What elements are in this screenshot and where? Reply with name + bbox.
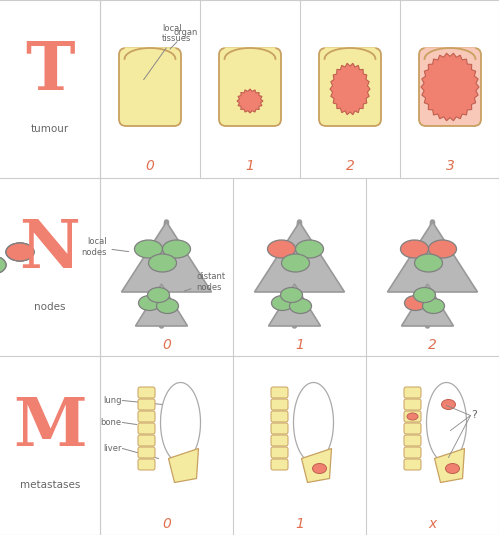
FancyBboxPatch shape [404, 435, 421, 446]
Text: nodes: nodes [34, 302, 66, 312]
Ellipse shape [157, 299, 179, 314]
Text: organ: organ [170, 28, 199, 49]
Polygon shape [237, 89, 263, 113]
FancyBboxPatch shape [138, 423, 155, 434]
Text: bone: bone [100, 418, 121, 427]
Polygon shape [268, 284, 320, 326]
FancyBboxPatch shape [404, 387, 421, 398]
Ellipse shape [0, 256, 6, 274]
Text: 2: 2 [428, 338, 437, 352]
Text: x: x [428, 517, 437, 531]
Ellipse shape [423, 299, 445, 314]
FancyBboxPatch shape [138, 447, 155, 458]
Ellipse shape [163, 240, 191, 258]
Text: local
tissues: local tissues [144, 24, 192, 80]
Polygon shape [293, 383, 333, 462]
FancyBboxPatch shape [138, 399, 155, 410]
Polygon shape [402, 284, 454, 326]
FancyBboxPatch shape [404, 459, 421, 470]
Ellipse shape [415, 254, 443, 272]
FancyBboxPatch shape [138, 459, 155, 470]
Polygon shape [125, 48, 176, 59]
Polygon shape [225, 48, 275, 59]
Text: liver: liver [103, 444, 121, 453]
Text: 2: 2 [346, 159, 354, 173]
Polygon shape [388, 222, 478, 292]
Polygon shape [427, 383, 467, 462]
Polygon shape [121, 222, 212, 292]
FancyBboxPatch shape [219, 48, 281, 126]
Text: 1: 1 [246, 159, 254, 173]
FancyBboxPatch shape [138, 387, 155, 398]
Ellipse shape [6, 243, 34, 261]
Text: distant
nodes: distant nodes [184, 272, 226, 292]
Polygon shape [425, 48, 476, 59]
Ellipse shape [267, 240, 295, 258]
Ellipse shape [271, 295, 293, 310]
Polygon shape [435, 448, 465, 483]
FancyBboxPatch shape [271, 459, 288, 470]
Ellipse shape [401, 240, 429, 258]
Ellipse shape [0, 256, 6, 274]
FancyBboxPatch shape [271, 435, 288, 446]
Ellipse shape [148, 287, 170, 302]
Text: 1: 1 [295, 338, 304, 352]
FancyBboxPatch shape [271, 411, 288, 422]
Ellipse shape [295, 240, 323, 258]
Ellipse shape [429, 240, 457, 258]
Text: M: M [13, 395, 87, 460]
Polygon shape [421, 54, 479, 121]
FancyBboxPatch shape [271, 399, 288, 410]
Text: local
nodes: local nodes [81, 238, 129, 257]
Polygon shape [301, 448, 331, 483]
Text: 0: 0 [146, 159, 154, 173]
Polygon shape [169, 448, 199, 483]
Ellipse shape [312, 463, 326, 473]
Ellipse shape [446, 463, 460, 473]
FancyBboxPatch shape [404, 399, 421, 410]
FancyBboxPatch shape [119, 48, 181, 126]
Ellipse shape [135, 240, 163, 258]
Polygon shape [324, 48, 375, 59]
Ellipse shape [414, 287, 436, 302]
Ellipse shape [139, 295, 161, 310]
Ellipse shape [405, 295, 427, 310]
Text: ?: ? [472, 410, 478, 421]
FancyBboxPatch shape [404, 447, 421, 458]
FancyBboxPatch shape [319, 48, 381, 126]
FancyBboxPatch shape [271, 447, 288, 458]
Text: 3: 3 [446, 159, 455, 173]
FancyBboxPatch shape [271, 423, 288, 434]
Text: N: N [19, 217, 80, 281]
Ellipse shape [0, 256, 6, 274]
Polygon shape [136, 284, 188, 326]
Polygon shape [161, 383, 201, 462]
Ellipse shape [407, 413, 418, 420]
Ellipse shape [280, 287, 302, 302]
Polygon shape [254, 222, 344, 292]
Text: tumour: tumour [31, 124, 69, 134]
Text: lung: lung [103, 396, 121, 405]
Text: 1: 1 [295, 517, 304, 531]
FancyBboxPatch shape [419, 48, 481, 126]
Ellipse shape [149, 254, 177, 272]
FancyBboxPatch shape [404, 423, 421, 434]
FancyBboxPatch shape [404, 411, 421, 422]
Text: T: T [25, 39, 75, 103]
Ellipse shape [281, 254, 309, 272]
FancyBboxPatch shape [138, 435, 155, 446]
FancyBboxPatch shape [138, 411, 155, 422]
Ellipse shape [289, 299, 311, 314]
FancyBboxPatch shape [271, 387, 288, 398]
Ellipse shape [442, 400, 456, 409]
Text: 0: 0 [162, 338, 171, 352]
Polygon shape [330, 63, 370, 114]
Text: 0: 0 [162, 517, 171, 531]
Ellipse shape [6, 243, 34, 261]
Ellipse shape [6, 243, 34, 261]
Text: metastases: metastases [20, 480, 80, 491]
